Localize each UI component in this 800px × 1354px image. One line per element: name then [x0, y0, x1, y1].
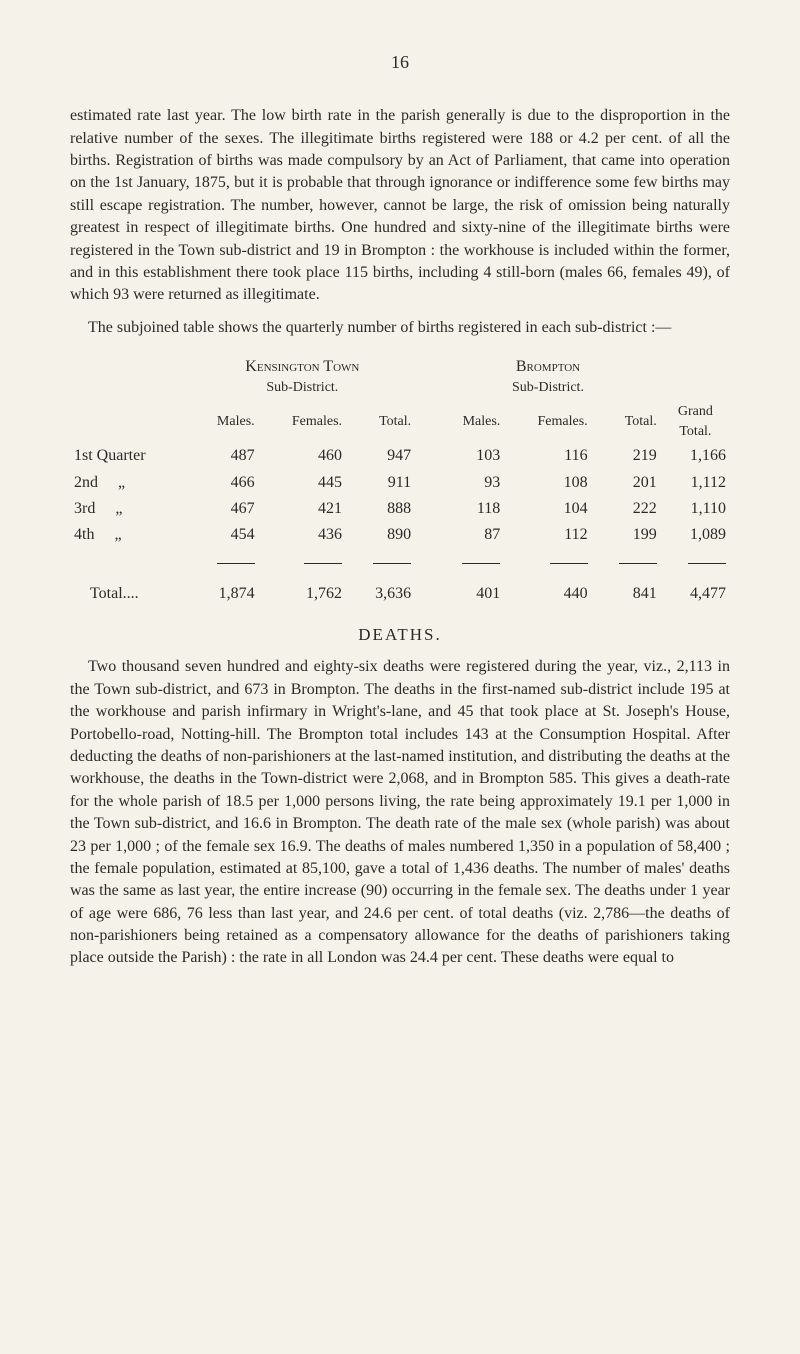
paragraph-1: estimated rate last year. The low birth … — [70, 105, 730, 307]
paragraph-3: Two thousand seven hundred and eighty-si… — [70, 656, 730, 969]
col-total2: Total. — [592, 400, 661, 443]
cell: 219 — [592, 443, 661, 469]
col-males1: Males. — [190, 400, 259, 443]
row-label: 1st Quarter — [70, 443, 190, 469]
cell: 4,477 — [661, 575, 730, 607]
births-table: Kensington Town Sub-District. Brompton S… — [70, 354, 730, 608]
cell: 947 — [346, 443, 415, 469]
cell: 199 — [592, 522, 661, 548]
column-header-row: Males. Females. Total. Males. Females. T… — [70, 400, 730, 443]
cell: 3,636 — [346, 575, 415, 607]
cell: 466 — [190, 470, 259, 496]
cell: 467 — [190, 496, 259, 522]
cell: 1,874 — [190, 575, 259, 607]
deaths-heading: DEATHS. — [70, 623, 730, 647]
paragraph-2: The subjoined table shows the quarterly … — [70, 317, 730, 339]
cell: 421 — [259, 496, 346, 522]
cell: 1,762 — [259, 575, 346, 607]
cell: 1,166 — [661, 443, 730, 469]
row-label: 2nd „ — [70, 470, 190, 496]
cell: 112 — [504, 522, 591, 548]
cell: 87 — [435, 522, 504, 548]
cell: 888 — [346, 496, 415, 522]
group-header-row: Kensington Town Sub-District. Brompton S… — [70, 354, 730, 400]
cell: 1,089 — [661, 522, 730, 548]
data-table: Kensington Town Sub-District. Brompton S… — [70, 354, 730, 608]
cell: 454 — [190, 522, 259, 548]
cell: 201 — [592, 470, 661, 496]
row-label: 3rd „ — [70, 496, 190, 522]
group1-title: Kensington Town — [245, 358, 359, 375]
row-label: 4th „ — [70, 522, 190, 548]
cell: 401 — [435, 575, 504, 607]
total-row: Total.... 1,874 1,762 3,636 401 440 841 … — [70, 575, 730, 607]
table-row: 1st Quarter 487 460 947 103 116 219 1,16… — [70, 443, 730, 469]
col-females2: Females. — [504, 400, 591, 443]
col-label — [70, 400, 190, 443]
total-label: Total.... — [70, 575, 190, 607]
cell: 445 — [259, 470, 346, 496]
cell: 118 — [435, 496, 504, 522]
cell: 841 — [592, 575, 661, 607]
cell: 911 — [346, 470, 415, 496]
cell: 108 — [504, 470, 591, 496]
cell: 487 — [190, 443, 259, 469]
separator-row — [70, 549, 730, 575]
table-row: 2nd „ 466 445 911 93 108 201 1,112 — [70, 470, 730, 496]
cell: 1,112 — [661, 470, 730, 496]
group2-sub: Sub-District. — [512, 380, 584, 395]
cell: 1,110 — [661, 496, 730, 522]
col-females1: Females. — [259, 400, 346, 443]
group1-sub: Sub-District. — [266, 380, 338, 395]
page-number: 16 — [70, 50, 730, 75]
cell: 104 — [504, 496, 591, 522]
cell: 222 — [592, 496, 661, 522]
cell: 436 — [259, 522, 346, 548]
table-row: 4th „ 454 436 890 87 112 199 1,089 — [70, 522, 730, 548]
table-row: 3rd „ 467 421 888 118 104 222 1,110 — [70, 496, 730, 522]
col-males2: Males. — [435, 400, 504, 443]
cell: 116 — [504, 443, 591, 469]
cell: 440 — [504, 575, 591, 607]
cell: 460 — [259, 443, 346, 469]
cell: 890 — [346, 522, 415, 548]
group2-title: Brompton — [516, 358, 580, 375]
col-grand: GrandTotal. — [661, 400, 730, 443]
col-total1: Total. — [346, 400, 415, 443]
cell: 103 — [435, 443, 504, 469]
cell: 93 — [435, 470, 504, 496]
